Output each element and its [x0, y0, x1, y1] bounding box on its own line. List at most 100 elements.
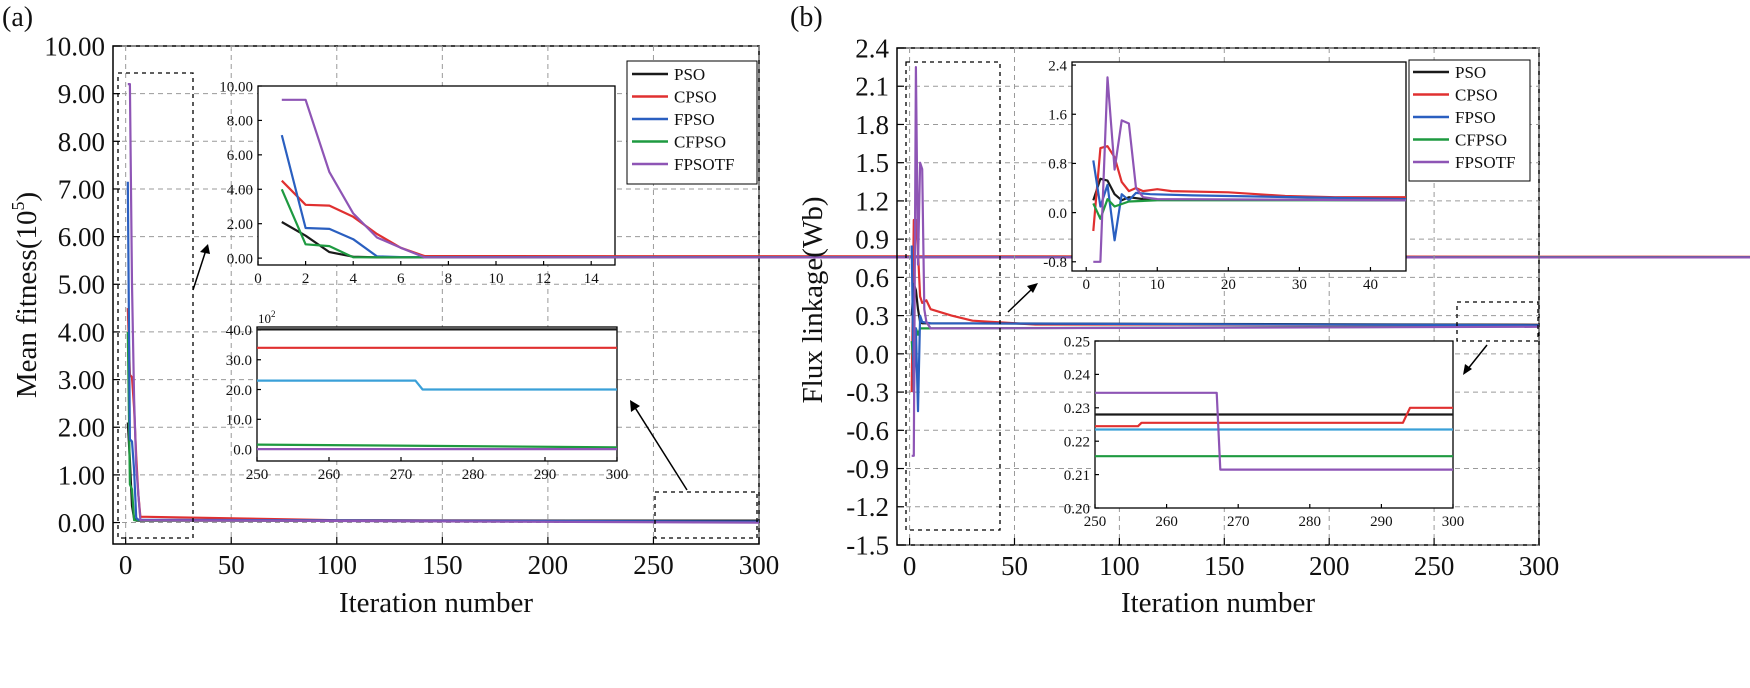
panel-a-inset-start-y-tick-label: 6.00 — [227, 148, 253, 164]
panel-b-inset-start-series-line-cfpso — [1092, 198, 1406, 220]
panel-b-x-tick-label: 150 — [1204, 551, 1245, 581]
panel-a-arrow-end — [630, 400, 688, 491]
panel-a-inset-end-x-tick-label: 280 — [462, 467, 485, 483]
panel-a-inset-end: 102 250 260 270 280 290 300 0.0 10.0 20.0 30.0 40.… — [226, 309, 629, 483]
panel-a-inset-start-y-tick-label: 4.00 — [227, 183, 253, 199]
panel-b-inset-end-x-tick-label: 260 — [1155, 514, 1178, 530]
panel-a-y-tick-label: 3.00 — [58, 365, 105, 395]
panel-a-legend-label-fpso: FPSO — [674, 110, 715, 129]
panel-a-inset-end-frame — [256, 326, 618, 462]
panel-b-x-tick-label: 100 — [1099, 551, 1140, 581]
panel-b-legend: PSO CPSO FPSO CFPSO FPSOTF — [1408, 59, 1531, 182]
panel-b-x-tick-label: 50 — [1001, 551, 1028, 581]
panel-b-inset-start-y-tick-label: -0.8 — [1043, 255, 1067, 271]
panel-a-inset-start-ticks: 0 2 4 6 8 10 12 14 0.00 2.00 4.00 6.00 8.00 10.00 — [219, 79, 599, 287]
panel-b-y-tick-label: -1.2 — [846, 492, 889, 522]
panel-b-inset-end-ticks: 250 260 270 280 290 300 0.20 0.21 0.22 0.23 0.24 0.… — [1064, 334, 1465, 530]
panel-b-zoom-box-end — [1456, 301, 1539, 342]
panel-a-inset-end-series-line-fpso — [257, 379, 617, 391]
panel-a-y-axis-label-exponent: 5 — [8, 202, 28, 211]
panel-a-inset-end-series — [256, 328, 618, 451]
panel-b-y-tick-label: 0.9 — [855, 225, 889, 255]
panel-b-y-tick-label: 1.2 — [855, 186, 889, 216]
panel-b-y-tick-label: -0.3 — [846, 378, 889, 408]
panel-a-inset-end-y-tick-label: 10.0 — [226, 413, 252, 429]
panel-a-legend-label-cfpso: CFPSO — [674, 133, 726, 152]
panel-a-legend: PSO CPSO FPSO CFPSO FPSOTF — [626, 60, 758, 185]
panel-b-y-tick-label: 2.4 — [855, 33, 889, 63]
panel-b-inset-end-y-tick-label: 0.22 — [1064, 434, 1090, 450]
panel-b-series — [910, 65, 1540, 457]
panel-a-inset-end-scale-exponent: 2 — [271, 309, 276, 319]
panel-a-inset-start: 0 2 4 6 8 10 12 14 0.00 2.00 4.00 6.00 8.00 10.00 — [219, 79, 1750, 287]
panel-a-x-tick-label: 200 — [528, 550, 569, 580]
panel-a-x-tick-label: 150 — [422, 550, 463, 580]
panel-b-y-tick-label: 0.6 — [855, 263, 889, 293]
panel-b-inset-end-y-tick-label: 0.25 — [1064, 334, 1090, 350]
panel-b-x-tick-label: 300 — [1519, 551, 1560, 581]
panel-b-inset-end-y-tick-label: 0.23 — [1064, 401, 1090, 417]
panel-a-inset-start-frame — [257, 85, 616, 266]
panel-b-inset-end-y-tick-label: 0.20 — [1064, 501, 1090, 517]
panel-a-inset-end-x-tick-label: 270 — [390, 467, 413, 483]
panel-b-legend-label-cpso: CPSO — [1455, 86, 1498, 105]
panel-a-series — [126, 82, 760, 524]
panel-b-inset-end-x-tick-label: 290 — [1370, 514, 1393, 530]
panel-b-y-tick-label: 2.1 — [855, 72, 889, 102]
panel-a-inset-start-x-tick-label: 14 — [584, 271, 600, 287]
panel-a-y-axis-label-main: Mean fitness(10 — [11, 211, 43, 399]
panel-a-inset-start-x-tick-label: 4 — [349, 271, 357, 287]
panel-a-inset-end-scale-label: 102 — [258, 309, 276, 326]
panel-b-inset-end-x-tick-label: 270 — [1227, 514, 1250, 530]
panel-a-label: (a) — [2, 2, 33, 33]
panel-a-inset-end-scale-base: 10 — [258, 311, 271, 326]
panel-a-inset-end-y-tick-label: 40.0 — [226, 323, 252, 339]
panel-b-inset-start-x-tick-label: 10 — [1150, 277, 1165, 293]
panel-a-series-line-fpso — [126, 181, 760, 523]
panel-a-y-axis-label: Mean fitness(105) — [8, 192, 43, 398]
panel-b-inset-start-x-tick-label: 40 — [1363, 277, 1378, 293]
panel-a-inset-start-x-tick-label: 6 — [397, 271, 405, 287]
panel-a-inset-start-series-line-cfpso — [280, 188, 1750, 259]
panel-a-y-tick-label: 1.00 — [58, 460, 105, 490]
panel-b-inset-end-series-line-cpso — [1095, 406, 1453, 428]
panel-b-inset-end-series — [1095, 391, 1453, 471]
panel-b-arrow-end — [1463, 344, 1488, 375]
panel-a-inset-start-y-tick-label: 10.00 — [219, 79, 253, 95]
panel-b-inset-start-series — [1092, 76, 1407, 263]
panel-b-y-tick-label: 0.3 — [855, 301, 889, 331]
panel-a-inset-end-x-tick-label: 260 — [318, 467, 341, 483]
panel-a-inset-end-x-tick-label: 300 — [606, 467, 629, 483]
panel-b-inset-start-x-tick-label: 0 — [1082, 277, 1090, 293]
panel-b-inset-start-series-line-fpsotf — [1093, 76, 1407, 263]
panel-b-inset-start: 0 10 20 30 40 -0.8 0.0 0.8 1.6 2.4 — [1043, 58, 1407, 293]
panel-b-inset-end-x-tick-label: 300 — [1442, 514, 1465, 530]
panel-b-inset-start-y-tick-label: 2.4 — [1048, 58, 1067, 74]
panel-b-legend-label-fpso: FPSO — [1455, 108, 1496, 127]
panel-a-zoom-box-start — [117, 72, 194, 539]
panel-b-y-tick-label: 1.8 — [855, 110, 889, 140]
panel-a-inset-end-x-tick-label: 290 — [534, 467, 557, 483]
panel-b-inset-start-y-tick-label: 1.6 — [1048, 108, 1067, 124]
panel-b-inset-start-x-tick-label: 30 — [1292, 277, 1307, 293]
panel-a-y-tick-label: 4.00 — [58, 317, 105, 347]
panel-b-x-axis-label: Iteration number — [1121, 587, 1315, 619]
panel-b: (b) 0 50 100 150 200 250 300-1.5-1.2-0.9-0.6-0… — [790, 2, 1559, 619]
panel-b-inset-start-frame — [1071, 61, 1407, 272]
panel-b-y-tick-label: -0.6 — [846, 416, 889, 446]
panel-b-inset-start-ticks: 0 10 20 30 40 -0.8 0.0 0.8 1.6 2.4 — [1043, 58, 1378, 293]
panel-b-y-tick-label: -0.9 — [846, 454, 889, 484]
panel-a-y-axis-label-close: ) — [11, 192, 43, 202]
panel-a-y-tick-label: 7.00 — [58, 174, 105, 204]
panel-b-inset-start-y-tick-label: 0.0 — [1048, 206, 1067, 222]
panel-b-y-tick-label: 0.0 — [855, 339, 889, 369]
panel-b-y-tick-label: 1.5 — [855, 148, 889, 178]
panel-a-inset-start-x-tick-label: 2 — [302, 271, 310, 287]
panel-b-legend-label-pso: PSO — [1455, 63, 1486, 82]
panel-a-x-axis-label: Iteration number — [339, 587, 533, 619]
panel-a-arrow-start — [192, 244, 210, 291]
panel-a-inset-start-series-line-fpsotf — [281, 98, 1750, 259]
panel-a-inset-start-x-tick-label: 0 — [254, 271, 262, 287]
panel-b-x-tick-label: 200 — [1309, 551, 1350, 581]
